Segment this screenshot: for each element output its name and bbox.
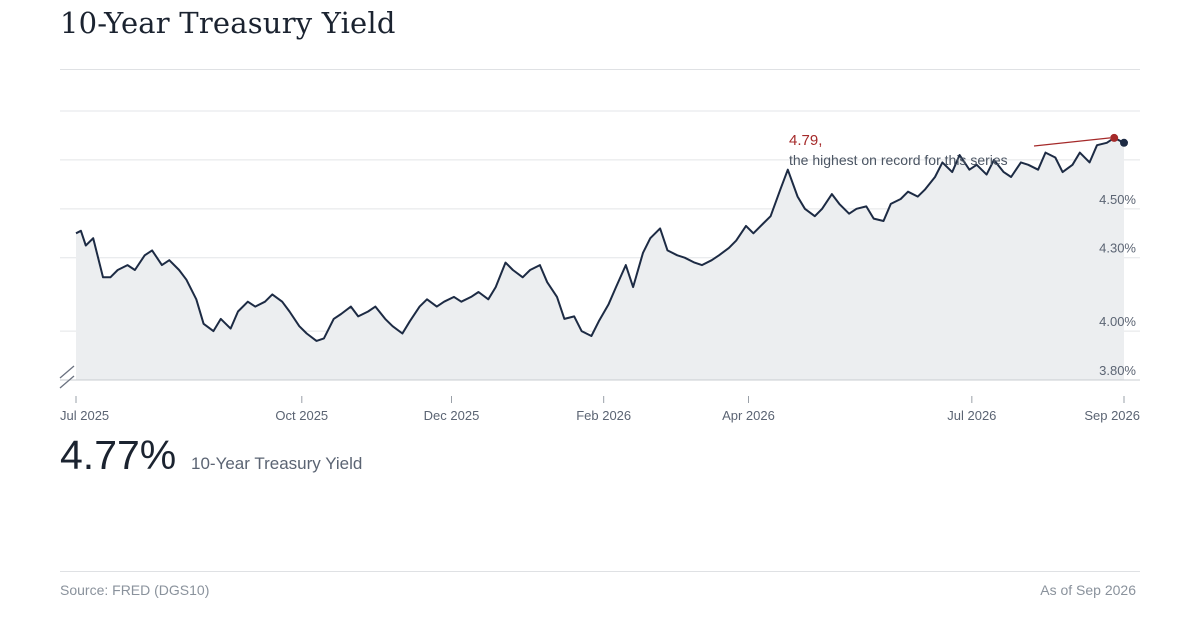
axis-break-stroke xyxy=(59,375,75,389)
y-tick-label: 3.80% xyxy=(1099,363,1136,378)
footer-divider xyxy=(60,571,1140,572)
axis-break-stroke xyxy=(59,365,75,379)
x-tick-label: Apr 2026 xyxy=(722,408,775,423)
current-label: 10-Year Treasury Yield xyxy=(191,454,363,473)
series-line xyxy=(75,136,1125,342)
annotation-leader-line xyxy=(1033,137,1111,147)
x-tick-label: Oct 2025 xyxy=(275,408,328,423)
as-of-date: As of Sep 2026 xyxy=(1040,582,1136,598)
area-fill xyxy=(76,137,1124,380)
chart: 4.50% 4.30% 4.00% 3.80% Jul 2025 Oct 2025 Dec… xyxy=(59,110,1140,423)
y-axis-break-icon xyxy=(59,365,75,389)
y-tick-label: 4.00% xyxy=(1099,314,1136,329)
x-tick-label: Sep 2026 xyxy=(1084,408,1140,423)
title-divider xyxy=(60,69,1140,70)
x-tick-label: Feb 2026 xyxy=(576,408,631,423)
current-value: 4.77% xyxy=(60,432,177,478)
chart-title: 10-Year Treasury Yield xyxy=(60,6,396,40)
annotation-text: the highest on record for this series xyxy=(789,152,1008,168)
y-tick-label: 4.30% xyxy=(1099,241,1136,256)
y-axis: 4.50% 4.30% 4.00% 3.80% xyxy=(1099,192,1136,378)
annotation-value: 4.79, xyxy=(789,132,822,149)
last-point xyxy=(1120,138,1128,147)
x-tick-label: Jul 2026 xyxy=(947,408,996,423)
y-tick-label: 4.50% xyxy=(1099,192,1136,207)
highlight-point xyxy=(1110,133,1119,142)
x-axis: Jul 2025 Oct 2025 Dec 2025 Feb 2026 Apr 2026… xyxy=(60,396,1140,423)
source-note: Source: FRED (DGS10) xyxy=(60,582,210,598)
x-tick-label: Jul 2025 xyxy=(60,408,109,423)
x-tick-label: Dec 2025 xyxy=(424,408,480,423)
